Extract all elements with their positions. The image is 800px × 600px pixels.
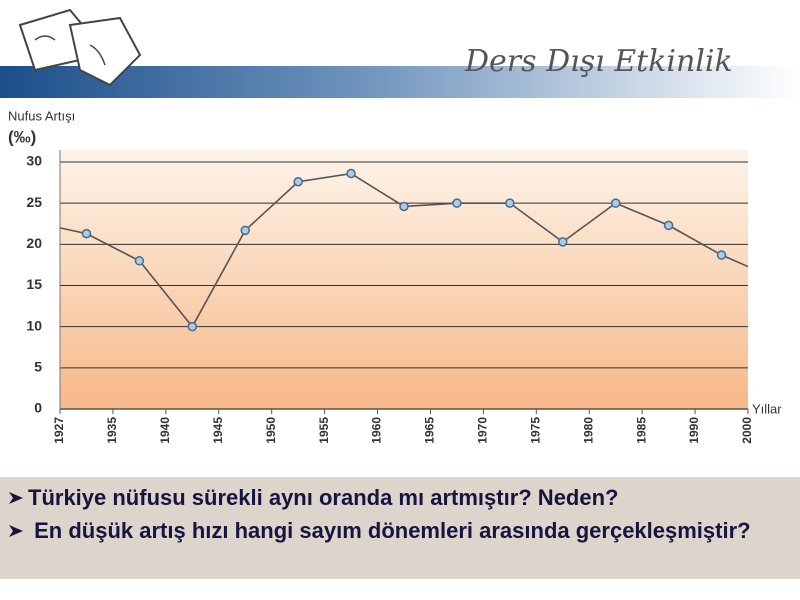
data-point (452, 198, 462, 208)
x-tick-label: 1990 (687, 417, 701, 444)
x-tick-label: 2000 (740, 417, 754, 444)
y-tick-label: 20 (26, 235, 42, 251)
data-point (187, 321, 198, 332)
question: En düşük artış hızı hangi sayım dönemler… (8, 514, 792, 547)
x-tick-label: 1960 (370, 417, 384, 444)
question-text: Türkiye nüfusu sürekli aynı oranda mı ar… (28, 485, 619, 510)
data-point (505, 198, 515, 208)
x-tick-label: 1927 (52, 417, 66, 444)
x-tick-label: 1980 (581, 417, 595, 444)
plot-area (60, 150, 748, 409)
data-point (81, 228, 92, 239)
y-tick-label: 5 (34, 359, 42, 375)
question: Türkiye nüfusu sürekli aynı oranda mı ar… (8, 481, 792, 514)
data-point (293, 177, 303, 187)
header-bar (0, 66, 800, 98)
y-tick-label: 30 (26, 153, 42, 169)
y-tick-label: 15 (26, 276, 42, 292)
x-tick-label: 1955 (317, 417, 331, 444)
y-axis-unit: (‰) (8, 127, 36, 146)
x-tick-label: 1970 (476, 417, 490, 444)
x-tick-label: 1940 (158, 417, 172, 444)
x-tick-label: 1985 (634, 417, 648, 444)
bullet (9, 492, 23, 504)
x-axis-label: Yıllar (752, 401, 782, 416)
question-text: En düşük artış hızı hangi sayım dönemler… (34, 518, 751, 543)
y-tick-label: 25 (26, 194, 42, 210)
data-point (134, 256, 145, 266)
x-tick-label: 1935 (105, 417, 119, 444)
x-tick-label: 1965 (423, 417, 437, 444)
question-box: Türkiye nüfusu sürekli aynı oranda mı ar… (0, 477, 800, 579)
data-point (663, 220, 674, 231)
header-title: Ders Dışı Etkinlik (464, 44, 733, 79)
bullet (9, 525, 23, 537)
y-tick-label: 10 (26, 317, 42, 333)
x-tick-label: 1945 (211, 417, 225, 444)
x-tick-label: 1950 (264, 417, 278, 444)
data-point (716, 250, 727, 260)
data-point (610, 198, 621, 208)
chart: Ders Dışı Etkinlik Nufus Artışı (‰) Yıll… (0, 8, 800, 444)
y-axis-label: Nufus Artışı (8, 108, 75, 123)
data-point (240, 225, 250, 236)
data-point (346, 168, 356, 179)
puzzle-icon (18, 8, 142, 87)
x-tick-label: 1975 (528, 417, 542, 444)
data-point (399, 201, 409, 212)
y-tick-label: 0 (34, 400, 42, 416)
data-point (558, 237, 568, 247)
